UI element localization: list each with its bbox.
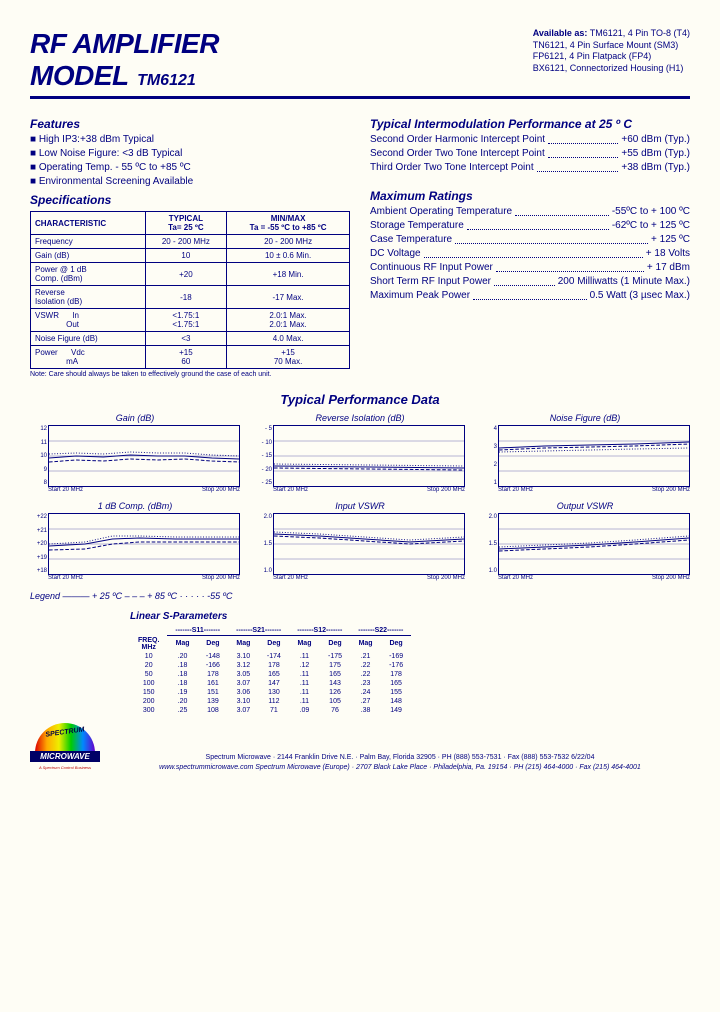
features-title: Features [30, 117, 350, 131]
chart-1: Reverse Isolation (dB) - 5- 10- 15- 20- … [255, 413, 465, 493]
left-column: Features High IP3:+38 dBm Typical Low No… [30, 113, 350, 378]
title-block: RF AMPLIFIER MODEL TM6121 [30, 28, 219, 92]
available-3: BX6121, Connectorized Housing (H1) [533, 63, 684, 73]
title-line1: RF AMPLIFIER [30, 28, 219, 60]
chart-0: Gain (dB) 12111098 Start 20 MHzStop 200 … [30, 413, 240, 493]
chart-2: Noise Figure (dB) 4321 Start 20 MHzStop … [480, 413, 690, 493]
chart-4: Input VSWR 2.01.51.0 Start 20 MHzStop 20… [255, 501, 465, 581]
specs-title: Specifications [30, 193, 350, 207]
feature-3: Environmental Screening Available [30, 175, 350, 189]
intermod-1: Second Order Two Tone Intercept Point+55… [370, 147, 690, 161]
feature-1: Low Noise Figure: <3 dB Typical [30, 147, 350, 161]
content-columns: Features High IP3:+38 dBm Typical Low No… [30, 113, 690, 378]
footer-text: Spectrum Microwave · 2144 Franklin Drive… [110, 753, 690, 773]
footer-row: SPECTRUM MICROWAVE A Spectrum Control Bu… [30, 715, 690, 773]
title-line2-row: MODEL TM6121 [30, 60, 219, 92]
perf-title: Typical Performance Data [30, 392, 690, 407]
feature-0: High IP3:+38 dBm Typical [30, 133, 350, 147]
title-line2: MODEL [30, 60, 129, 91]
header: RF AMPLIFIER MODEL TM6121 Available as: … [30, 28, 690, 99]
available-as: Available as: TM6121, 4 Pin TO-8 (T4) TN… [533, 28, 690, 92]
intermod-title: Typical Intermodulation Performance at 2… [370, 117, 690, 131]
spec-h2: MIN/MAXTa = -55 ºC to +85 ºC [227, 212, 350, 235]
intermod-2: Third Order Two Tone Intercept Point+38 … [370, 161, 690, 175]
intermod-0: Second Order Harmonic Intercept Point+60… [370, 133, 690, 147]
chart-5: Output VSWR 2.01.51.0 Start 20 MHzStop 2… [480, 501, 690, 581]
sparams-table: -------S11--------------S21-------------… [130, 626, 411, 715]
sparams-title: Linear S-Parameters [130, 611, 690, 622]
available-1: TN6121, 4 Pin Surface Mount (SM3) [533, 40, 679, 50]
logo: SPECTRUM MICROWAVE A Spectrum Control Bu… [30, 723, 100, 773]
right-column: Typical Intermodulation Performance at 2… [370, 113, 690, 378]
feature-2: Operating Temp. - 55 ºC to +85 ºC [30, 161, 350, 175]
legend: Legend ——— + 25 ºC – – – + 85 ºC · · · ·… [30, 591, 690, 601]
spec-h0: CHARACTERISTIC [31, 212, 146, 235]
maxratings-title: Maximum Ratings [370, 189, 690, 203]
footer-line1: Spectrum Microwave · 2144 Franklin Drive… [110, 753, 690, 763]
available-0: TM6121, 4 Pin TO-8 (T4) [590, 28, 690, 38]
spec-note: Note: Care should always be taken to eff… [30, 371, 350, 378]
charts-grid: Gain (dB) 12111098 Start 20 MHzStop 200 … [30, 413, 690, 581]
available-2: FP6121, 4 Pin Flatpack (FP4) [533, 51, 652, 61]
model-number: TM6121 [137, 72, 196, 89]
chart-3: 1 dB Comp. (dBm) +22+21+20+19+18 Start 2… [30, 501, 240, 581]
datasheet-page: RF AMPLIFIER MODEL TM6121 Available as: … [0, 0, 720, 801]
spec-h1: TYPICALTa= 25 ºC [145, 212, 227, 235]
spec-table: CHARACTERISTIC TYPICALTa= 25 ºC MIN/MAXT… [30, 211, 350, 369]
available-label: Available as: [533, 28, 588, 38]
features-list: High IP3:+38 dBm Typical Low Noise Figur… [30, 133, 350, 189]
footer-line2: www.spectrummicrowave.com Spectrum Micro… [110, 763, 690, 773]
